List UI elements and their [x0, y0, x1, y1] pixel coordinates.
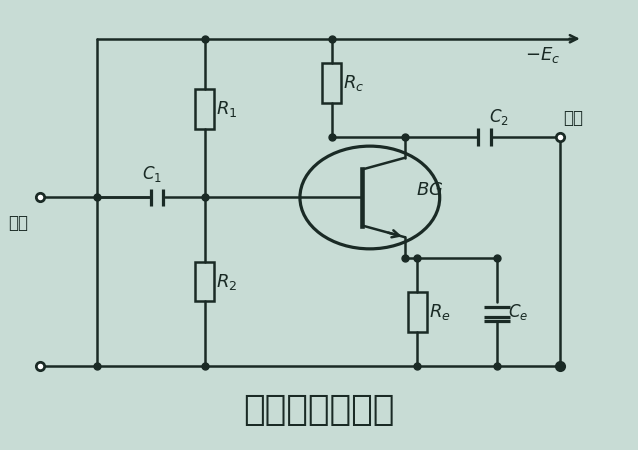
- Bar: [195, 262, 214, 302]
- Text: 输入: 输入: [8, 214, 27, 232]
- Text: $BG$: $BG$: [416, 181, 443, 199]
- Bar: [408, 292, 427, 332]
- Text: 阵容耦合放大器: 阵容耦合放大器: [243, 393, 395, 428]
- Bar: [322, 63, 341, 103]
- Text: 输出: 输出: [563, 109, 584, 127]
- Text: $R_c$: $R_c$: [343, 73, 364, 93]
- Text: $-E_c$: $-E_c$: [526, 45, 561, 65]
- Text: $R_1$: $R_1$: [216, 99, 237, 119]
- Bar: [195, 89, 214, 129]
- Text: $C_2$: $C_2$: [489, 107, 509, 126]
- Text: $C_e$: $C_e$: [508, 302, 528, 322]
- Text: $R_2$: $R_2$: [216, 271, 237, 292]
- Text: $R_e$: $R_e$: [429, 302, 450, 322]
- Text: $C_1$: $C_1$: [142, 164, 162, 184]
